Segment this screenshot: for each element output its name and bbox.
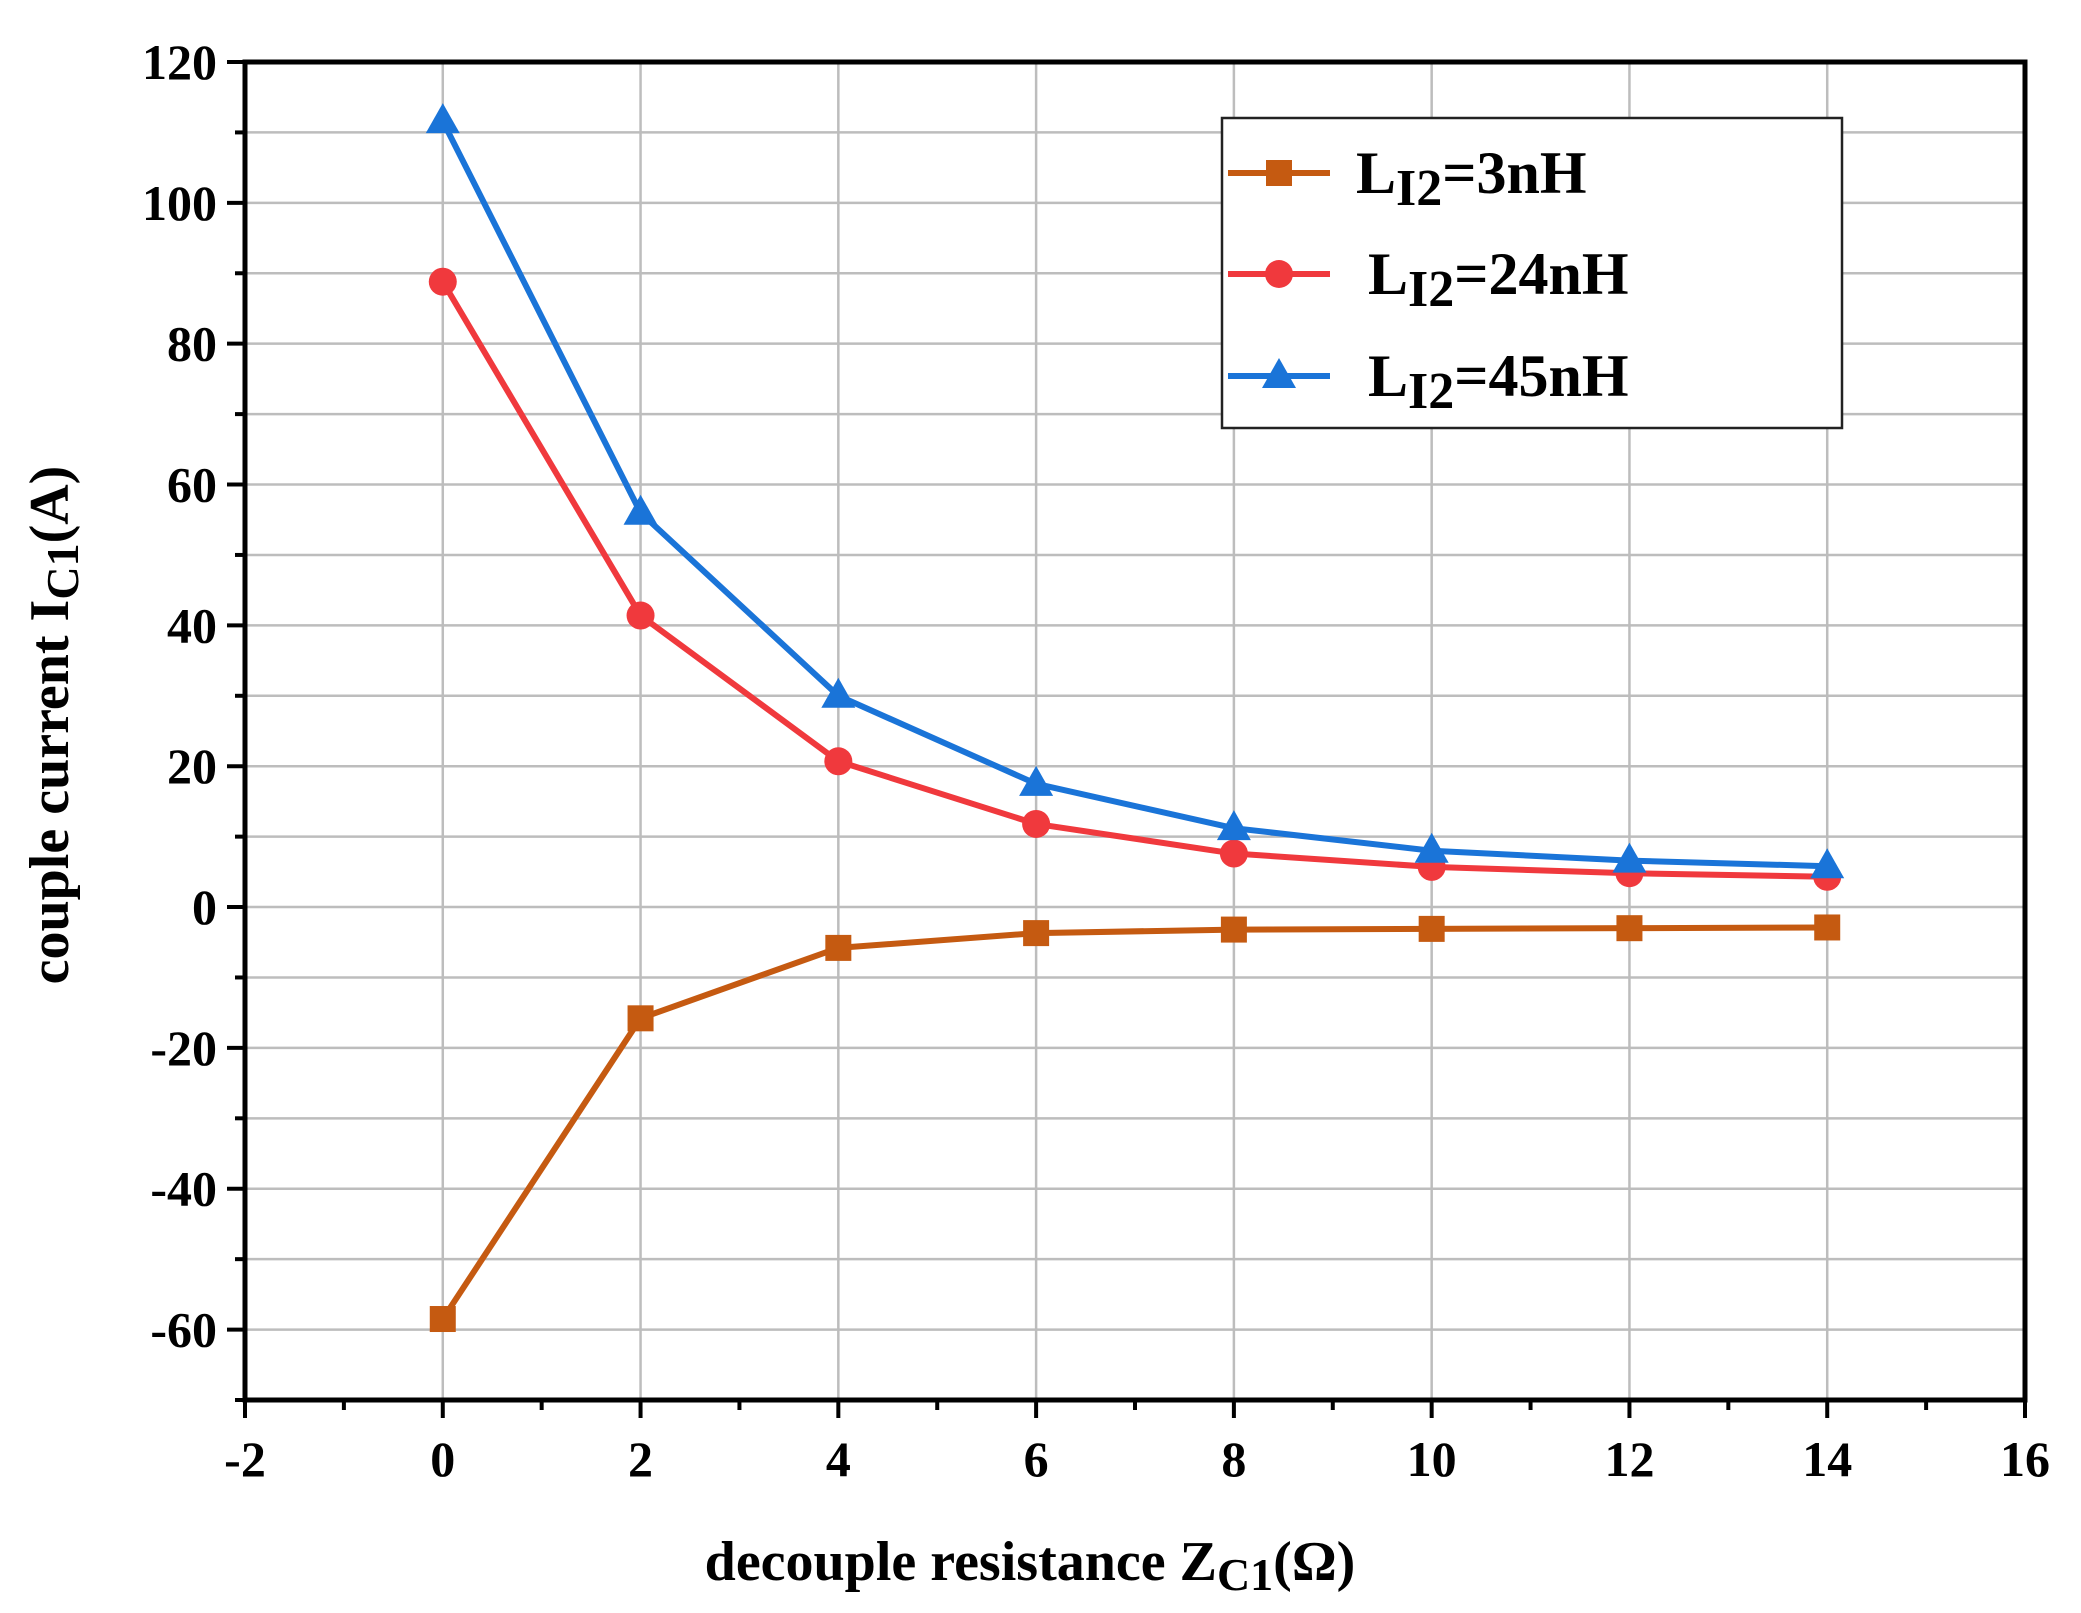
legend-marker-0: [1266, 160, 1292, 186]
x-tick-label: 4: [826, 1431, 851, 1487]
data-point-0: [429, 1306, 456, 1333]
x-tick-label: 16: [2000, 1431, 2050, 1487]
y-tick-label: -40: [150, 1161, 217, 1217]
data-point-0: [1023, 920, 1050, 947]
data-point-2: [1216, 810, 1251, 841]
data-point-1: [824, 747, 853, 776]
legend-label-2: LI2=45nH: [1368, 343, 1629, 420]
data-point-1: [1219, 839, 1248, 868]
data-point-2: [1019, 765, 1054, 796]
data-point-2: [623, 494, 658, 525]
y-axis-title: couple current IC1(A): [19, 466, 88, 985]
x-tick-label: 0: [430, 1431, 455, 1487]
legend-marker-1: [1265, 260, 1293, 288]
y-tick-label: -60: [150, 1302, 217, 1358]
data-point-0: [825, 934, 852, 961]
data-point-2: [425, 103, 460, 134]
svg-text:couple current IC1(A): couple current IC1(A): [19, 466, 88, 985]
y-axis-title-suffix: (A): [19, 466, 81, 544]
series-line-1: [440, 280, 1828, 880]
legend-marker-2: [1262, 358, 1296, 388]
data-point-2: [1414, 832, 1449, 863]
x-tick-label: 6: [1024, 1431, 1049, 1487]
data-point-0: [1220, 916, 1247, 943]
data-point-0: [1814, 914, 1841, 941]
legend-label-0: LI2=3nH: [1356, 140, 1587, 217]
y-tick-label: 60: [167, 457, 217, 513]
series-layer: [425, 103, 1845, 1333]
legend: LI2=3nH LI2=24nH LI2=45nH: [1220, 116, 1844, 430]
x-tick-label: 10: [1407, 1431, 1457, 1487]
x-tick-label: 2: [628, 1431, 653, 1487]
y-axis-title-sub: C1: [37, 543, 88, 599]
y-tick-label: 80: [167, 316, 217, 372]
x-tick-label: 8: [1221, 1431, 1246, 1487]
data-point-2: [1612, 842, 1647, 873]
x-axis-title-sub: C1: [1217, 1549, 1273, 1600]
data-point-1: [1022, 809, 1051, 838]
y-tick-label: 0: [192, 879, 217, 935]
legend-label-1: LI2=24nH: [1368, 241, 1629, 318]
y-axis-title-main: couple current I: [19, 600, 81, 985]
series-line-2: [440, 119, 1828, 870]
y-tick-label: -20: [150, 1020, 217, 1076]
y-tick-label: 100: [142, 175, 217, 231]
data-point-2: [821, 677, 856, 708]
x-tick-label: 12: [1604, 1431, 1654, 1487]
data-point-0: [1418, 915, 1445, 942]
x-axis-title-main: decouple resistance Z: [705, 1531, 1217, 1593]
y-tick-label: 120: [142, 34, 217, 90]
data-point-0: [1616, 915, 1643, 942]
x-tick-label: -2: [224, 1431, 266, 1487]
x-axis-title-suffix: (Ω): [1273, 1531, 1355, 1593]
x-tick-label: 14: [1802, 1431, 1852, 1487]
data-point-1: [626, 601, 655, 630]
y-tick-label: 20: [167, 738, 217, 794]
y-tick-label: 40: [167, 597, 217, 653]
data-point-1: [428, 267, 457, 296]
data-point-0: [627, 1005, 654, 1032]
series-line-0: [440, 924, 1828, 1321]
x-axis-title: decouple resistance ZC1(Ω): [705, 1531, 1356, 1600]
data-point-2: [1810, 848, 1845, 879]
svg-text:decouple resistance ZC1(Ω): decouple resistance ZC1(Ω): [705, 1531, 1356, 1600]
